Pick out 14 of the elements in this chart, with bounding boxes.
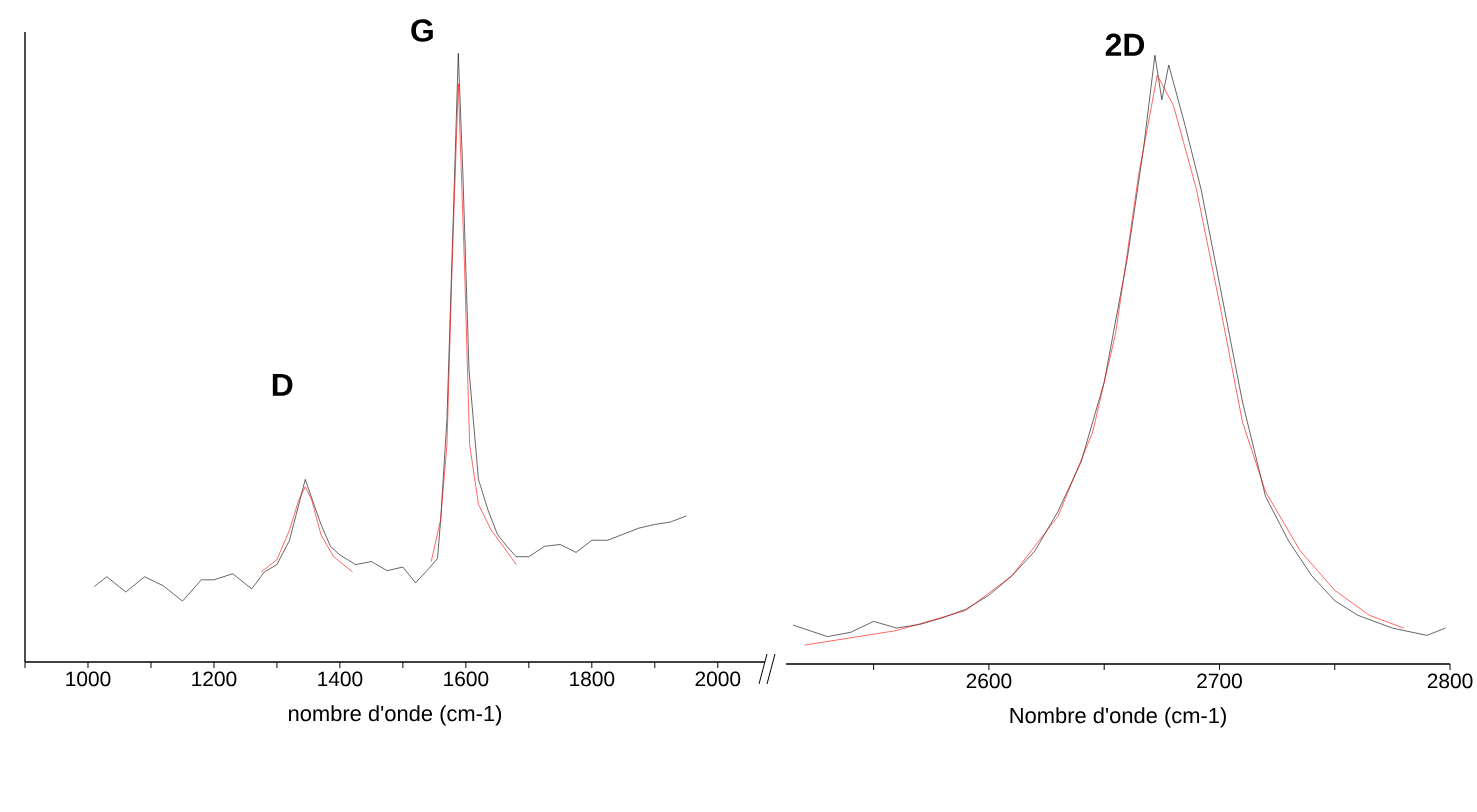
x-tick-label: 2800 — [1427, 673, 1473, 689]
x-tick-label: 2000 — [695, 671, 741, 687]
x-axis-title: Nombre d'onde (cm-1) — [1010, 707, 1226, 728]
annotation: 2D — [1105, 33, 1145, 56]
x-tick-label: 1800 — [570, 671, 615, 687]
x-tick-label: 1200 — [192, 671, 237, 687]
x-axis-title: nombre d'onde (cm-1) — [289, 705, 502, 726]
x-tick-label: 1600 — [444, 671, 489, 687]
annotation: G — [411, 19, 433, 42]
x-tick-label: 2600 — [966, 673, 1012, 689]
x-tick-label: 1000 — [66, 671, 111, 687]
annotation: D — [272, 373, 293, 396]
x-tick-label: 1400 — [318, 671, 363, 687]
x-tick-label: 2700 — [1197, 673, 1242, 689]
